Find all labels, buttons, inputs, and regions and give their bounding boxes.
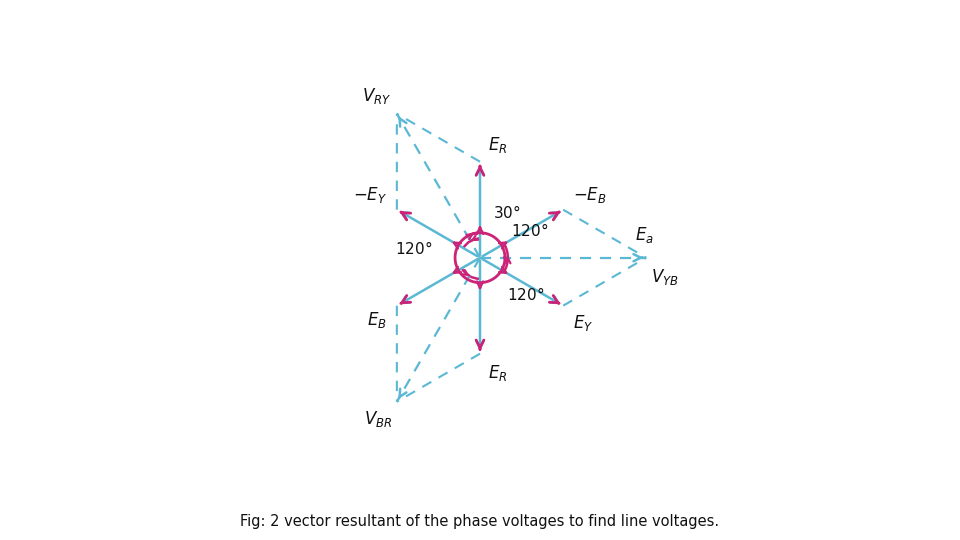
Text: $V_{RY}$: $V_{RY}$ xyxy=(362,86,391,106)
Text: $E_Y$: $E_Y$ xyxy=(573,313,593,333)
Text: $V_{BR}$: $V_{BR}$ xyxy=(364,409,392,429)
Text: $E_B$: $E_B$ xyxy=(368,310,387,330)
Text: $120°$: $120°$ xyxy=(511,222,548,239)
Text: $E_a$: $E_a$ xyxy=(635,225,654,245)
Text: $E_R$: $E_R$ xyxy=(488,135,507,155)
Text: $E_R$: $E_R$ xyxy=(488,363,507,383)
Text: $30°$: $30°$ xyxy=(493,204,521,221)
Text: $V_{YB}$: $V_{YB}$ xyxy=(651,267,679,287)
Text: $120°$: $120°$ xyxy=(395,240,432,256)
Text: $-E_Y$: $-E_Y$ xyxy=(353,185,387,205)
Text: $120°$: $120°$ xyxy=(507,286,544,303)
Text: $-E_B$: $-E_B$ xyxy=(573,185,607,205)
Text: Fig: 2 vector resultant of the phase voltages to find line voltages.: Fig: 2 vector resultant of the phase vol… xyxy=(240,514,720,529)
